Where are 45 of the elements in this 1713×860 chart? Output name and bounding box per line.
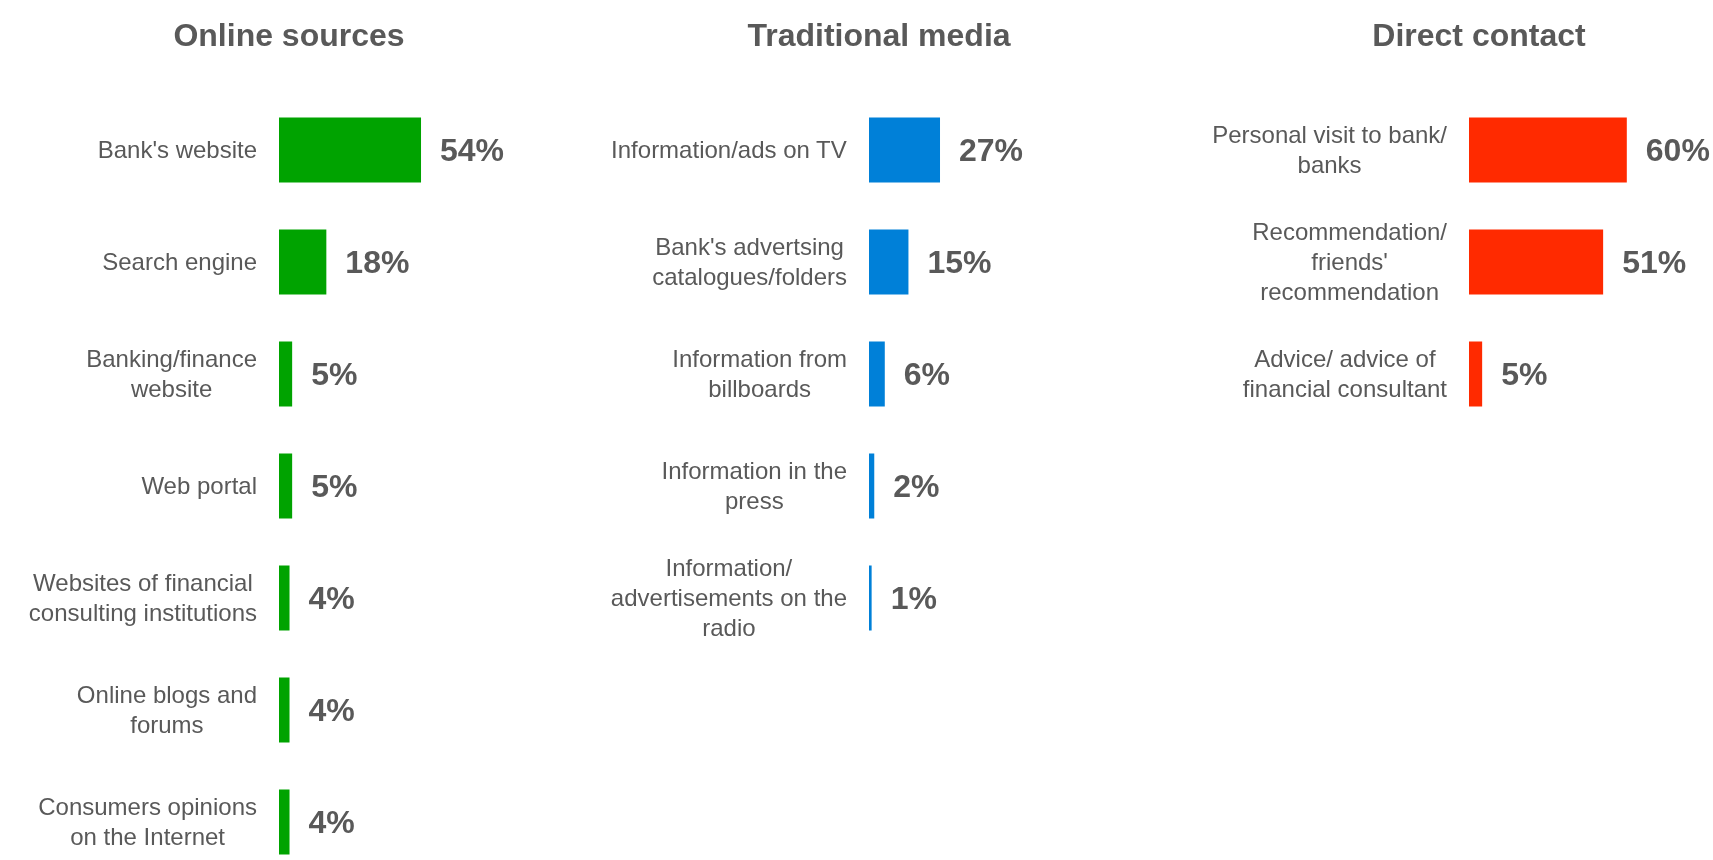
data-label: 60% [1645, 132, 1710, 168]
data-label: 4% [308, 580, 355, 616]
bar [869, 229, 909, 295]
y-tick-label: Consumers opinions on the Internet [38, 793, 257, 850]
bar [279, 117, 422, 183]
y-tick-label: Personal visit to bank/ banks [1212, 121, 1448, 178]
bar [279, 341, 293, 407]
bar [869, 453, 875, 519]
y-tick-label: Search engine [102, 248, 257, 275]
bar [869, 565, 872, 631]
y-tick-label: Recommendation/ friends' recommendation [1252, 218, 1448, 305]
chart-title: Online sources [173, 17, 405, 53]
bar [279, 677, 290, 743]
chart-title: Direct contact [1372, 17, 1587, 53]
chart-title: Traditional media [747, 17, 1011, 53]
data-label: 4% [308, 692, 355, 728]
data-label: 1% [890, 580, 937, 616]
bar [279, 789, 290, 855]
data-label: 51% [1622, 244, 1687, 280]
data-label: 54% [440, 132, 505, 168]
y-tick-label: Banking/finance website [86, 345, 257, 402]
y-tick-label: Information from billboards [672, 345, 847, 402]
data-label: 15% [927, 244, 992, 280]
data-label: 6% [903, 356, 951, 392]
y-tick-label: Websites of financial consulting institutions [28, 569, 258, 626]
bar [869, 117, 941, 183]
bar [279, 565, 290, 631]
bar [869, 341, 885, 407]
data-label: 5% [311, 468, 358, 504]
y-tick-label: Information/ advertisements on the radio [610, 554, 847, 641]
bar [279, 229, 327, 295]
y-tick-label: Information/ads on TV [611, 136, 847, 163]
data-label: 5% [1501, 356, 1548, 392]
y-tick-label: Information in the press [661, 457, 847, 514]
data-label: 18% [345, 244, 410, 280]
y-tick-label: Bank's advertsing catalogues/folders [652, 233, 847, 290]
y-tick-label: Web portal [141, 472, 257, 499]
y-tick-label: Bank's website [97, 136, 257, 163]
data-label: 27% [959, 132, 1024, 168]
data-label: 4% [308, 804, 355, 840]
y-tick-label: Online blogs and forums [76, 681, 258, 738]
y-tick-label: Advice/ advice of financial consultant [1242, 345, 1448, 402]
bar [279, 453, 293, 519]
data-label: 2% [893, 468, 940, 504]
data-label: 5% [311, 356, 358, 392]
